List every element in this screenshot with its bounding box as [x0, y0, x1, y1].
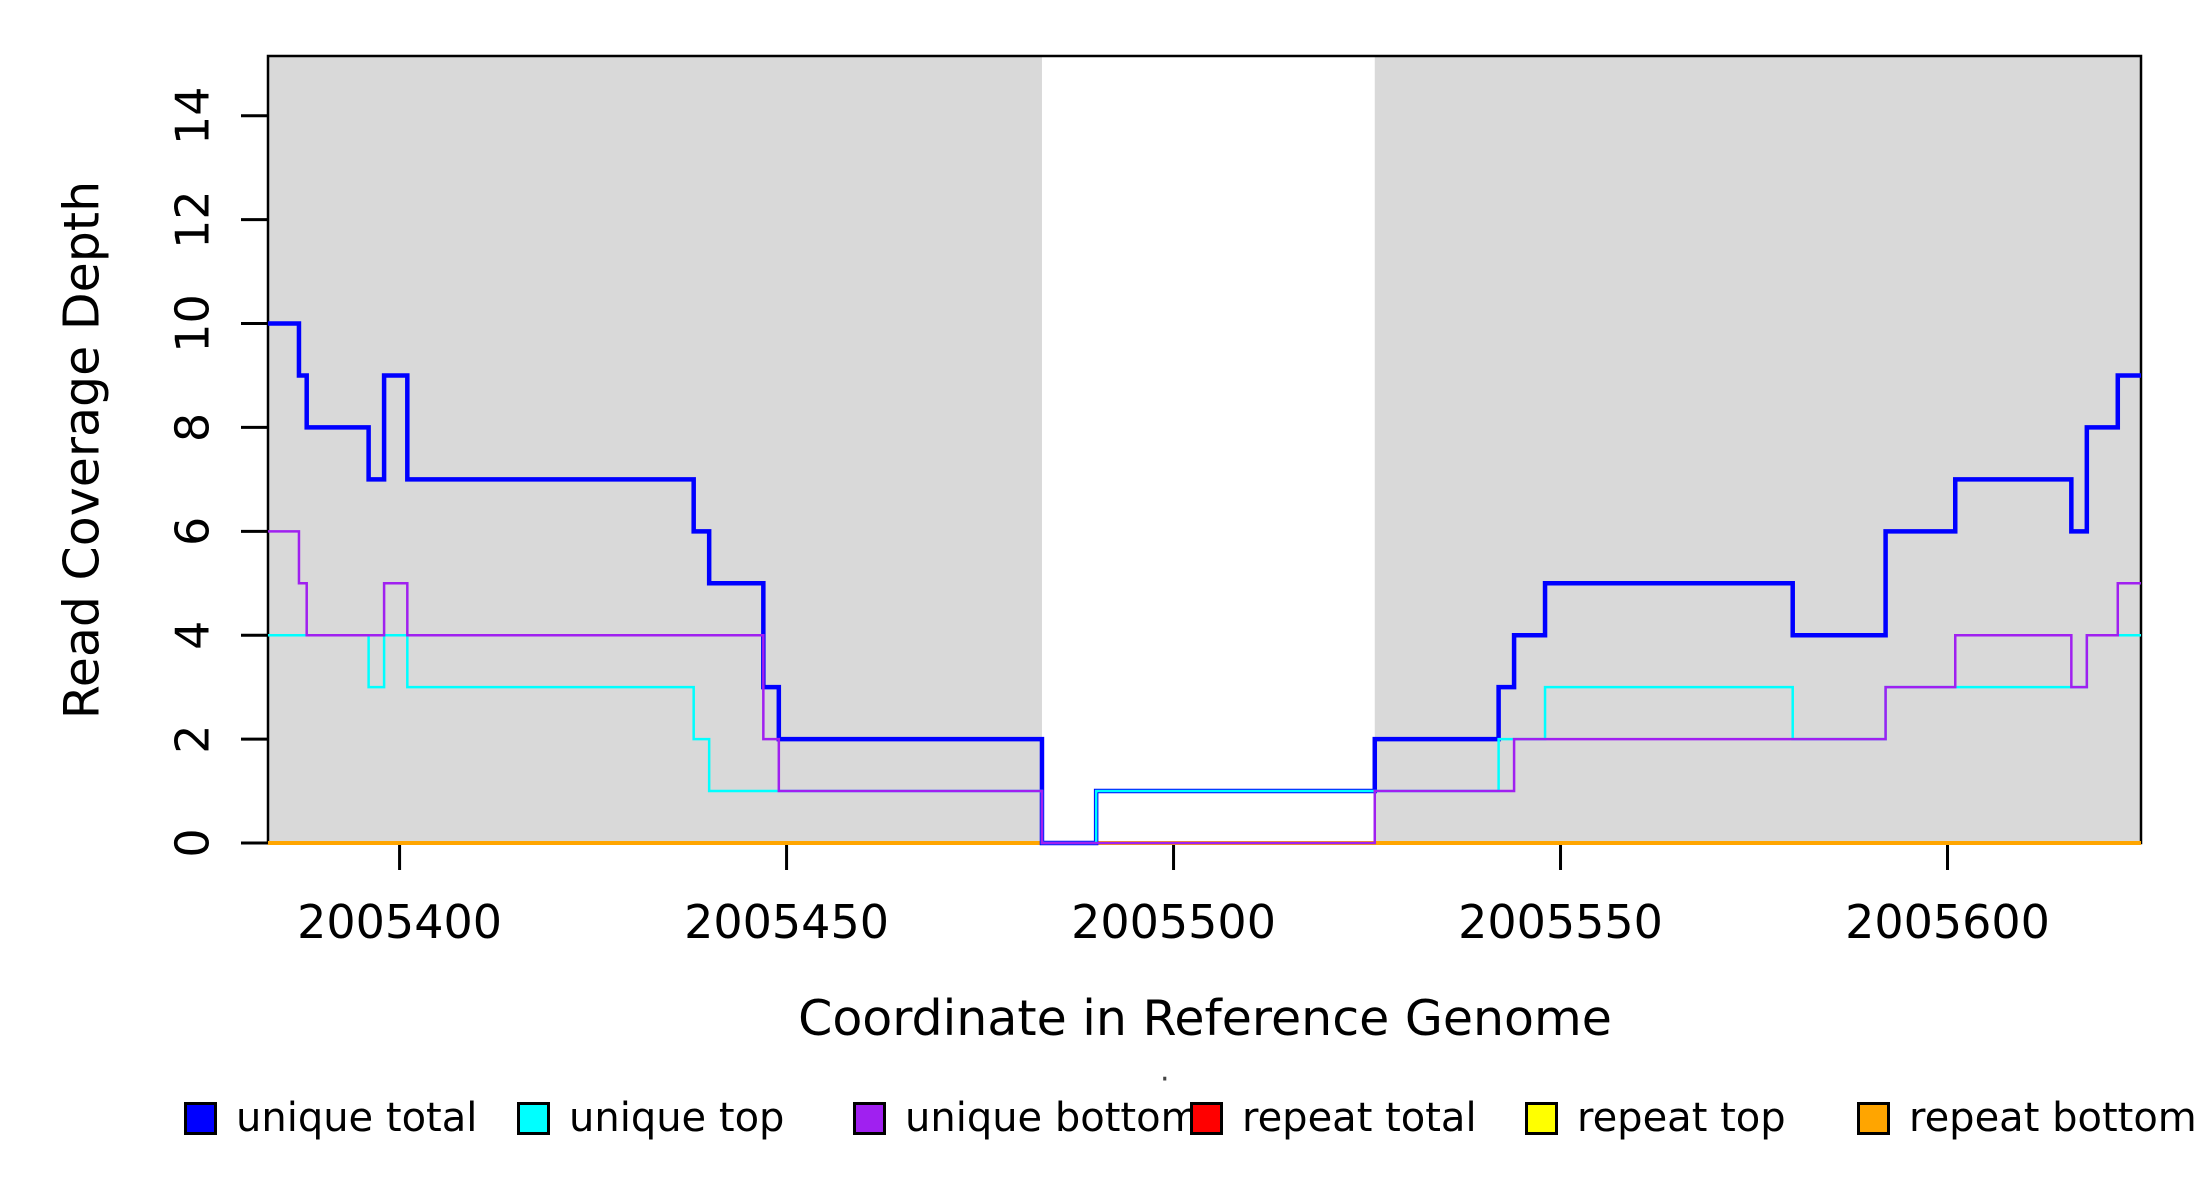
shaded-region-1 — [1374, 56, 2141, 843]
series-line-unique-bottom — [268, 530, 2141, 845]
y-tick-label: 6 — [166, 517, 220, 546]
y-tick-label: 12 — [166, 190, 220, 249]
x-tick-label: 2005400 — [297, 895, 502, 949]
y-tick-label: 10 — [166, 294, 220, 353]
legend-swatch-unique-bottom — [853, 1101, 886, 1135]
x-axis-title: Coordinate in Reference Genome — [798, 990, 1612, 1047]
y-tick-label: 14 — [166, 86, 220, 145]
shaded-region-0 — [268, 56, 1042, 843]
legend-swatch-unique-top — [517, 1101, 550, 1135]
legend-swatch-repeat-top — [1525, 1101, 1558, 1135]
legend-item-unique-bottom: unique bottom — [853, 1095, 1200, 1141]
legend-swatch-unique-total — [184, 1101, 217, 1135]
legend-label: unique total — [236, 1095, 478, 1141]
legend-swatch-repeat-total — [1190, 1101, 1223, 1135]
x-tick-label: 2005450 — [684, 895, 889, 949]
legend-label: repeat total — [1242, 1095, 1477, 1141]
stray-mark: · — [1160, 1062, 1170, 1097]
y-axis-title: Read Coverage Depth — [53, 180, 111, 720]
legend-swatch-repeat-bottom — [1857, 1101, 1890, 1135]
y-tick-label: 8 — [166, 413, 220, 442]
legend-item-unique-total: unique total — [184, 1095, 478, 1141]
legend-label: repeat bottom — [1909, 1095, 2197, 1141]
x-tick-label: 2005500 — [1071, 895, 1276, 949]
legend-label: unique top — [569, 1095, 785, 1141]
legend-label: unique bottom — [905, 1095, 1200, 1141]
y-tick-label: 0 — [166, 828, 220, 857]
legend-item-repeat-total: repeat total — [1190, 1095, 1477, 1141]
x-tick-label: 2005600 — [1845, 895, 2050, 949]
legend-label: repeat top — [1577, 1095, 1786, 1141]
y-tick-label: 2 — [166, 724, 220, 753]
y-tick-label: 4 — [166, 621, 220, 650]
x-tick-label: 2005550 — [1458, 895, 1663, 949]
legend-item-unique-top: unique top — [517, 1095, 785, 1141]
legend-item-repeat-bottom: repeat bottom — [1857, 1095, 2197, 1141]
legend-item-repeat-top: repeat top — [1525, 1095, 1786, 1141]
